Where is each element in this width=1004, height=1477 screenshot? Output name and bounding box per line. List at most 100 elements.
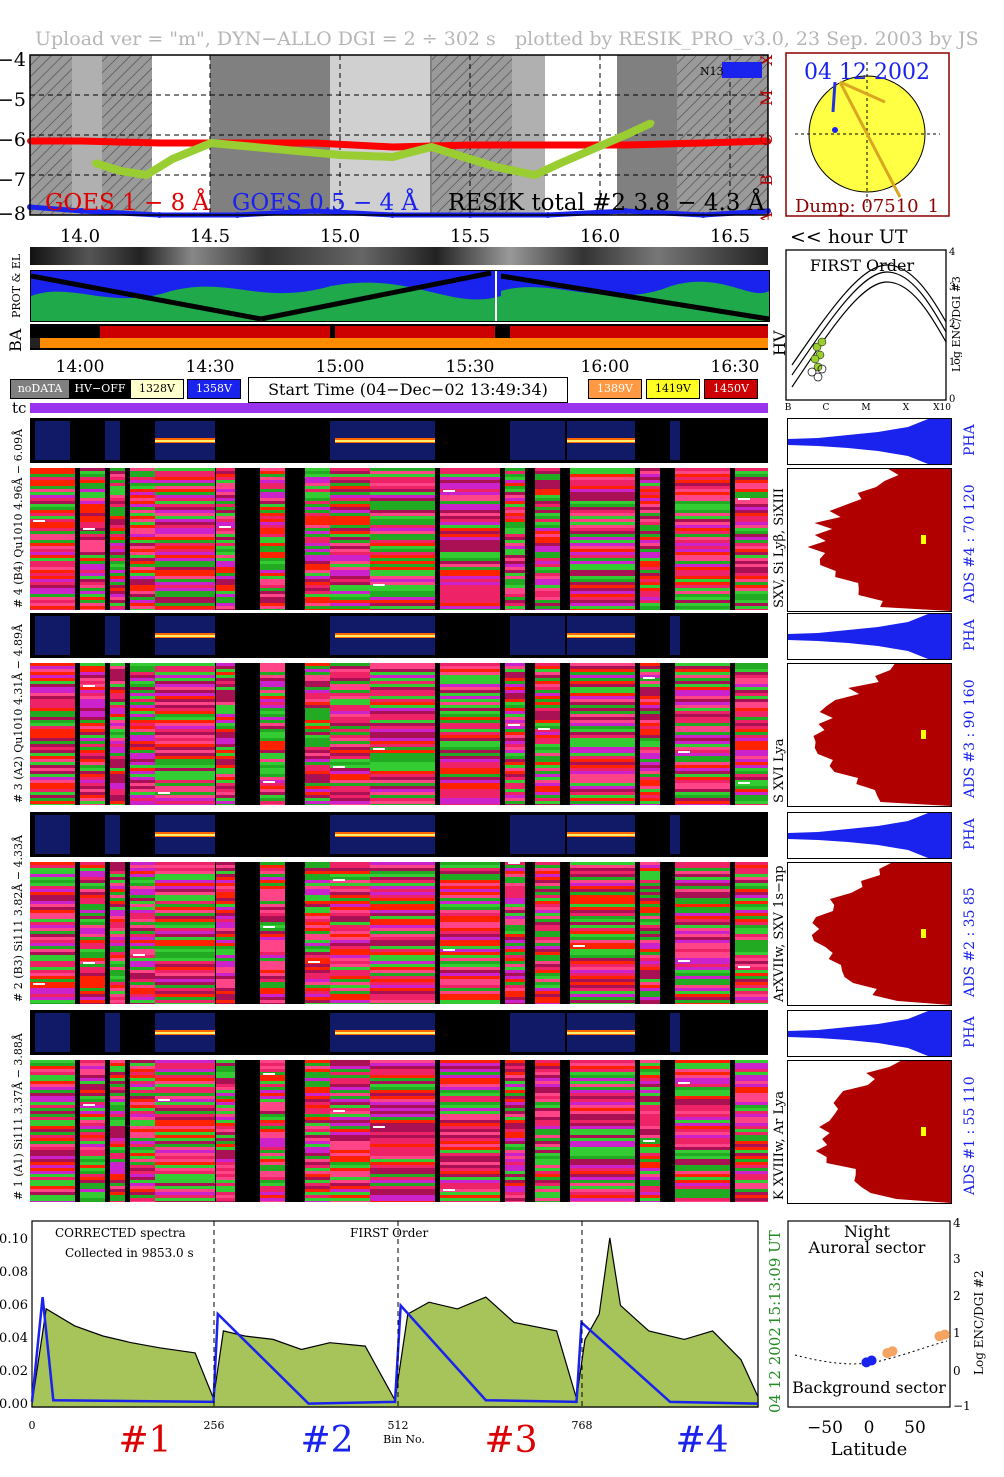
aurora-xlabel: Latitude — [831, 1439, 908, 1460]
aurora-xtick: 0 — [864, 1418, 875, 1438]
spec-ytick: 0.04 — [0, 1331, 28, 1346]
aurora-ytick: 0 — [953, 1364, 961, 1378]
channel-left-label: # 2 (B3) Si111 3.82Å − 4.33Å — [12, 835, 25, 1002]
class-letter: C — [757, 134, 775, 146]
sun-inset: 04 12 2002 Dump: 07510_1 — [785, 52, 950, 217]
goes-short-label: GOES 0.5 − 4 Å — [232, 188, 419, 216]
hv-inset-title: FIRST Order — [810, 256, 915, 275]
goes-light-curve-chart: −4 −5 −6 −7 −8 X M C B A N13 GOES 1 − 8 … — [0, 49, 776, 225]
aurora-ylabel: Log ENC/DGI #2 — [972, 1270, 986, 1375]
channel-ads-histogram — [787, 663, 952, 807]
channel-ads-label: ADS #3 : 90 160 — [962, 679, 978, 798]
aurora-ytick: 2 — [953, 1289, 961, 1303]
goes-ytick: −8 — [0, 203, 26, 220]
ba-strip — [30, 324, 768, 350]
legend-hvoff: HV−OFF — [70, 379, 130, 399]
goes-data-point — [311, 140, 318, 146]
goes-data-point — [700, 140, 707, 146]
aurora-ytick: 1 — [953, 1326, 961, 1340]
spectrum-chart: 0.00 0.02 0.04 0.06 0.08 0.10 CORRECTED … — [0, 1220, 784, 1413]
goes-data-point — [156, 140, 163, 146]
channel-pha-strip — [30, 418, 768, 463]
ba-chart — [30, 324, 768, 350]
goes-data-point — [467, 142, 474, 148]
spec-time: 15:13:09 UT — [766, 1230, 784, 1325]
hv-xtick: M — [861, 403, 870, 412]
channel-pha-histogram — [787, 613, 952, 660]
sun-dump: Dump: 07510_1 — [795, 196, 939, 217]
goes-data-point — [544, 142, 551, 148]
channel-pha-strip — [30, 1010, 768, 1055]
channel-pha-histogram — [787, 812, 952, 859]
hour-tick: 15.0 — [319, 226, 361, 247]
goes-data-point — [208, 140, 215, 146]
aurora-top1: Night — [844, 1222, 891, 1241]
bin-axis-label: Bin No. — [383, 1433, 425, 1446]
bin-tick: 768 — [571, 1419, 593, 1432]
goes-data-point — [91, 160, 98, 166]
time-tick: 14:30 — [185, 357, 235, 377]
goes-tag: N13 — [700, 65, 724, 78]
goes-data-point — [78, 208, 85, 214]
aurora-data-point — [939, 1329, 950, 1340]
hv-inset-chart: FIRST Order B C M X X10 0 1 2 3 4 Log EN… — [785, 247, 963, 413]
tc-bar — [30, 403, 768, 413]
goes-long-label: GOES 1 − 8 Å — [45, 188, 210, 216]
spec-note2: Collected in 9853.0 s — [65, 1246, 194, 1260]
spec-ytick: 0.10 — [0, 1232, 28, 1247]
hv-ytick: 3 — [949, 282, 955, 293]
channel-pha-strip — [30, 812, 768, 857]
spec-ytick: 0.06 — [0, 1298, 28, 1313]
start-time-box: Start Time (04−Dec−02 13:49:34) — [248, 377, 568, 403]
hour-tick: 16.5 — [709, 226, 751, 247]
hv-ylabel: Log ENC/DGI #3 — [950, 276, 962, 372]
time-tick: 15:00 — [315, 357, 365, 377]
spectrum-panel: 0.00 0.02 0.04 0.06 0.08 0.10 CORRECTED … — [0, 1215, 785, 1415]
ba-label: BA — [6, 328, 25, 352]
goes-data-point — [78, 138, 85, 144]
channel-pha-strip — [30, 613, 768, 658]
hv-inset: FIRST Order B C M X X10 0 1 2 3 4 Log EN… — [782, 247, 963, 413]
goes-data-point — [531, 172, 538, 178]
channel-left-label: # 3 (A2) Qu1010 4.31Å − 4.89Å — [12, 624, 25, 803]
time-tick: 14:00 — [55, 357, 105, 377]
goes-data-point — [493, 164, 500, 170]
prot-el-strip — [30, 270, 770, 322]
prot-el-label: PROT & EL — [10, 253, 23, 318]
channel-line-label: ArXVIIw, SXV 1s−np — [772, 865, 787, 1002]
channel-left-label: # 4 (B4) Qu1010 4.96Å − 6.09Å — [12, 428, 25, 608]
section-3-label: #3 — [484, 1420, 538, 1461]
channel-spectrogram — [30, 468, 768, 612]
goes-ytick: −6 — [0, 129, 26, 151]
aurora-data-point — [866, 1355, 877, 1366]
tc-label: tc — [12, 399, 27, 417]
channel-pha-label: PHA — [962, 1016, 978, 1048]
aurora-data-point — [887, 1346, 898, 1357]
bin-tick: 256 — [203, 1419, 225, 1432]
legend-1389v: 1389V — [588, 379, 642, 399]
goes-ytick: −7 — [0, 169, 26, 191]
channel-spectrogram — [30, 663, 768, 807]
goes-data-point — [648, 120, 655, 126]
spec-date: 04 12 2002 — [766, 1327, 784, 1413]
channel-line-label: K XVIIIw, Ar Lya — [772, 1091, 787, 1200]
channel-spectrogram — [30, 862, 768, 1006]
legend-1358v: 1358V — [187, 379, 241, 399]
channel-pha-label: PHA — [962, 619, 978, 651]
header-right: plotted by RESIK_PRO_v3.0, 23 Sep. 2003 … — [515, 28, 979, 50]
goes-data-point — [337, 152, 344, 158]
aurora-top2: Auroral sector — [808, 1238, 926, 1257]
goes-data-point — [169, 156, 176, 162]
goes-data-point — [557, 160, 564, 166]
channel-pha-label: PHA — [962, 424, 978, 456]
hour-axis-label: << hour UT — [790, 226, 908, 248]
goes-data-point — [117, 168, 124, 174]
goes-light-curve-panel: −4 −5 −6 −7 −8 X M C B A N13 GOES 1 − 8 … — [0, 49, 776, 225]
aurora-ytick: 3 — [953, 1252, 961, 1266]
time-tick: 16:30 — [710, 357, 760, 377]
spec-ytick: 0.00 — [0, 1397, 28, 1412]
hv-xtick: C — [823, 403, 830, 412]
hour-tick: 14.5 — [189, 226, 231, 247]
aurora-inset: Night Auroral sector Background sector −… — [785, 1215, 990, 1470]
goes-ytick: −4 — [0, 50, 26, 71]
